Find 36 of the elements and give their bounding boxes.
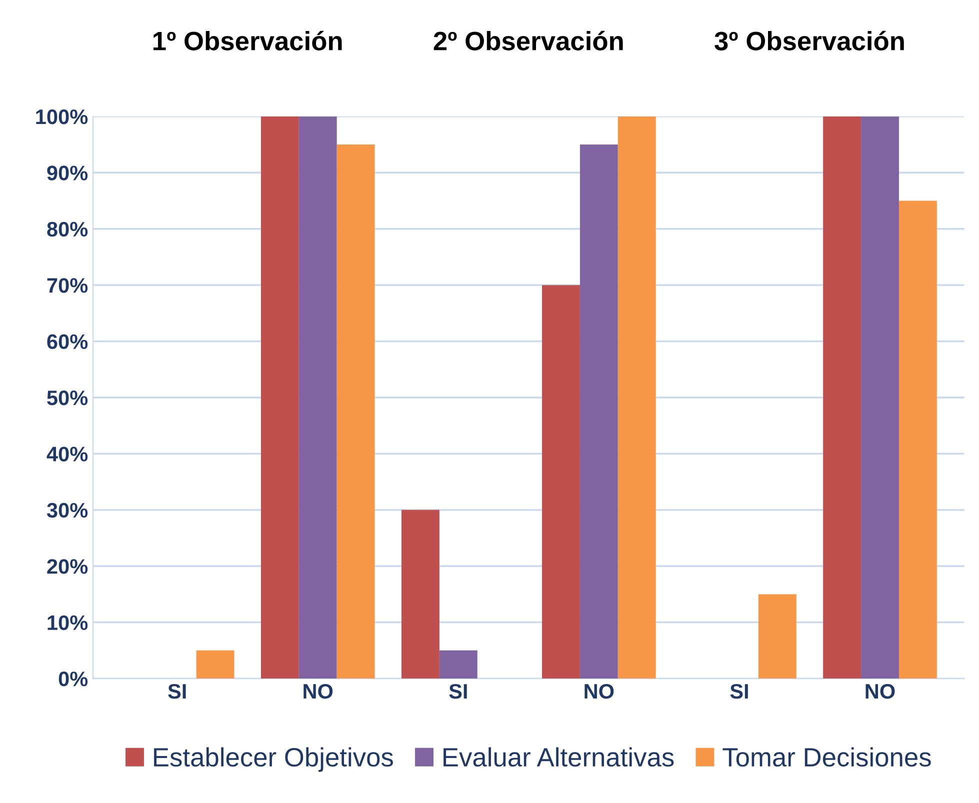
legend-label: Establecer Objetivos (154, 747, 393, 772)
bar (580, 144, 618, 679)
y-tick-label: 10% (48, 615, 88, 630)
bar (260, 116, 299, 679)
bar (861, 116, 899, 679)
text: 2º Observación (434, 30, 623, 50)
text: 3º Observación (714, 30, 904, 50)
x-tick-label: SI (730, 684, 748, 699)
bar (298, 116, 337, 679)
y-tick-label: 70% (47, 278, 88, 293)
bar (336, 144, 375, 679)
y-tick-label: 30% (46, 502, 88, 518)
text: 1º Observación (154, 30, 342, 50)
bar (401, 510, 440, 679)
y-tick-label: 20% (47, 559, 88, 574)
x-tick-label: SI (168, 684, 186, 699)
bar (542, 285, 580, 679)
y-tick-label: 0% (58, 672, 88, 686)
bar (823, 116, 862, 679)
bar (618, 116, 656, 679)
bar (898, 200, 937, 679)
y-tick-label: 100% (36, 109, 88, 124)
x-tick-label: NO (584, 684, 614, 699)
x-tick-label: NO (866, 684, 895, 699)
legend-label: Tomar Decisiones (722, 747, 931, 767)
y-tick-label: 90% (47, 166, 88, 180)
bar (196, 650, 234, 679)
y-tick-label: 40% (46, 446, 88, 462)
y-tick-label: 80% (47, 222, 88, 237)
bar (758, 594, 796, 679)
x-tick-label: NO (304, 684, 333, 699)
x-tick-label: SI (449, 684, 467, 699)
legend-label: Evaluar Alternativas (444, 747, 674, 767)
y-tick-label: 50% (47, 390, 88, 406)
bar (439, 650, 478, 679)
y-tick-label: 60% (47, 334, 88, 350)
